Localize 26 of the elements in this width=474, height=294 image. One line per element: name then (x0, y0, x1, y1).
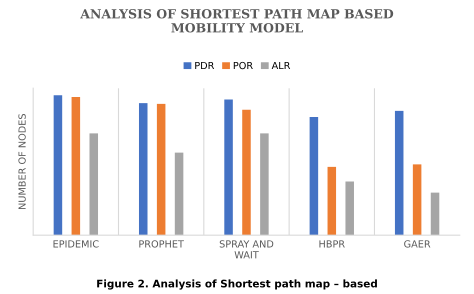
x-tick-label: PROPHET (139, 240, 184, 248)
x-tick-label: GAER (404, 240, 430, 248)
bar (345, 181, 354, 236)
bar (430, 192, 440, 236)
bar (54, 95, 62, 236)
bar (412, 164, 422, 236)
bar (394, 110, 404, 236)
caption: Figure 2. Analysis of Shortest path map – based (97, 279, 377, 290)
bar (89, 133, 98, 236)
x-tick-label: SPRAY AND WAIT (220, 240, 274, 258)
bar (310, 117, 318, 236)
bar (72, 97, 80, 236)
bar (328, 166, 336, 236)
bar (242, 110, 251, 236)
legend-label: ALR (272, 62, 290, 70)
legend-label: PDR (195, 62, 214, 70)
legend-label: POR (234, 62, 253, 70)
chart-title: ANALYSIS OF SHORTEST PATH MAP BASED MOBILITY MODEL (80, 9, 394, 32)
bar (174, 152, 184, 236)
bar (138, 103, 148, 236)
x-tick-label: HBPR (319, 240, 345, 248)
bar (224, 100, 233, 236)
bar (260, 133, 269, 236)
bar (156, 104, 166, 236)
y-axis-title: NUMBER OF NODES (18, 114, 26, 209)
x-tick-label: EPIDEMIC (54, 240, 99, 248)
